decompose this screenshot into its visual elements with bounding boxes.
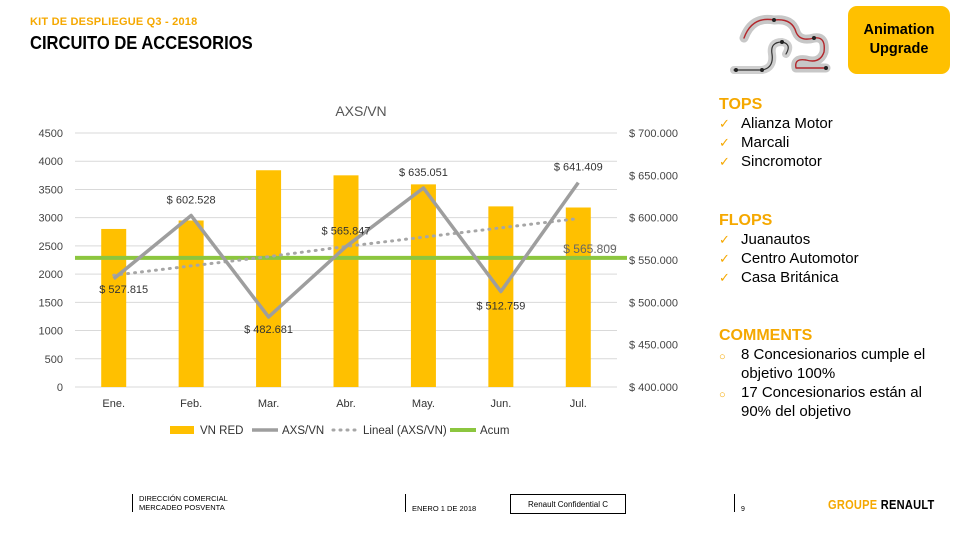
- left-tick-label: 2000: [39, 269, 63, 281]
- footer-date: ENERO 1 DE 2018: [412, 504, 477, 513]
- race-track-icon: [730, 14, 831, 74]
- circle-bullet-icon: ○: [719, 389, 726, 401]
- left-tick-label: 1500: [39, 297, 63, 309]
- data-label: $ 512.759: [476, 301, 525, 313]
- legend-label: VN RED: [200, 425, 243, 437]
- legend-item: Acum: [450, 425, 509, 437]
- list-item: ○ 8 Concesionarios cumple el objetivo 100…: [719, 346, 926, 382]
- data-label: $ 565.847: [322, 226, 371, 238]
- list-item: ✓ Juanautos: [719, 231, 811, 248]
- legend-label: AXS/VN: [282, 425, 324, 437]
- footer-divider: [132, 494, 133, 512]
- axs-vn-chart: 0 500 1000 1500 2000 2500 3000 3500 4000 4500 $ 4…: [39, 103, 678, 437]
- bar-series: [101, 170, 591, 387]
- left-tick-label: 1000: [39, 326, 63, 338]
- acum-label: $ 565.809: [563, 242, 617, 256]
- page-title: CIRCUITO DE ACCESORIOS: [30, 33, 253, 53]
- bar: [178, 220, 204, 387]
- data-label: $ 527.815: [99, 284, 148, 296]
- left-tick-label: 3000: [39, 213, 63, 225]
- badge-line-2: Upgrade: [869, 41, 929, 57]
- animation-upgrade-badge: Animation Upgrade: [848, 6, 950, 74]
- left-tick-label: 0: [57, 382, 63, 394]
- check-icon: ✓: [719, 154, 730, 169]
- legend-swatch: [170, 426, 194, 434]
- legend-item: VN RED: [170, 425, 243, 437]
- footer-department: DIRECCIÓN COMERCIAL MERCADEO POSVENTA: [139, 494, 228, 512]
- legend-label: Acum: [480, 425, 509, 437]
- x-tick-label: Abr.: [336, 398, 356, 410]
- chart-title: AXS/VN: [335, 103, 386, 119]
- left-tick-label: 4000: [39, 156, 63, 168]
- x-tick-label: Jul.: [570, 398, 587, 410]
- page-number: 9: [741, 506, 745, 513]
- kicker-title: KIT DE DESPLIEGUE Q3 - 2018: [30, 16, 198, 28]
- check-icon: ✓: [719, 251, 730, 266]
- data-labels: $ 527.815 $ 602.528 $ 482.681 $ 565.847 $ 63…: [99, 162, 617, 336]
- x-tick-label: Feb.: [180, 398, 202, 410]
- bar: [410, 184, 436, 387]
- check-icon: ✓: [719, 135, 730, 150]
- confidential-label: Renault Confidential C: [510, 494, 626, 514]
- comments-title: COMMENTS: [719, 327, 813, 344]
- data-label: $ 602.528: [167, 195, 216, 207]
- left-axis-ticks: 0 500 1000 1500 2000 2500 3000 3500 4000 4500: [39, 128, 63, 394]
- right-tick-label: $ 500.000: [629, 297, 678, 309]
- axs-line: [112, 181, 580, 319]
- data-label: $ 641.409: [554, 162, 603, 174]
- right-tick-label: $ 550.000: [629, 255, 678, 267]
- flops-title: FLOPS: [719, 212, 773, 229]
- check-icon: ✓: [719, 232, 730, 247]
- bar: [101, 228, 127, 387]
- right-tick-label: $ 600.000: [629, 213, 678, 225]
- list-item: ✓ Marcali: [719, 134, 790, 151]
- badge-line-1: Animation: [863, 22, 935, 38]
- bar: [565, 207, 591, 387]
- list-item: ✓ Alianza Motor: [719, 115, 833, 132]
- footer-divider: [405, 494, 406, 512]
- track-shape: [730, 14, 831, 74]
- left-tick-label: 3500: [39, 184, 63, 196]
- check-icon: ✓: [719, 116, 730, 131]
- list-item: ✓ Centro Automotor: [719, 250, 859, 267]
- comments-section: COMMENTS ○ 8 Concesionarios cumple el obj…: [719, 326, 954, 421]
- x-tick-label: Ene.: [102, 398, 125, 410]
- bar: [256, 170, 282, 387]
- legend-item: Lineal (AXS/VN): [331, 425, 447, 437]
- x-tick-label: May.: [412, 398, 435, 410]
- tops-title: TOPS: [719, 96, 763, 113]
- right-axis-ticks: $ 400.000 $ 450.000 $ 500.000 $ 550.000 $ 60…: [629, 128, 678, 394]
- bar: [333, 175, 359, 387]
- trend-line: [112, 217, 580, 277]
- right-tick-label: $ 450.000: [629, 340, 678, 352]
- data-label: $ 482.681: [244, 324, 293, 336]
- list-item: ✓ Casa Británica: [719, 269, 839, 286]
- left-tick-label: 4500: [39, 128, 63, 140]
- trend-series: [112, 217, 580, 277]
- left-tick-label: 500: [45, 354, 63, 366]
- right-tick-label: $ 650.000: [629, 170, 678, 182]
- check-icon: ✓: [719, 270, 730, 285]
- x-axis-labels: Ene. Feb. Mar. Abr. May. Jun. Jul.: [102, 398, 586, 410]
- data-label: $ 635.051: [399, 167, 448, 179]
- left-tick-label: 2500: [39, 241, 63, 253]
- legend: VN RED AXS/VN Lineal (AXS/VN) Acum: [170, 425, 509, 437]
- legend-item: AXS/VN: [252, 425, 324, 437]
- tops-section: TOPS ✓ Alianza Motor ✓ Marcali ✓ Sincromoto…: [719, 95, 954, 171]
- footer-divider: [734, 494, 735, 512]
- track-markers: [734, 18, 828, 72]
- x-tick-label: Mar.: [258, 398, 279, 410]
- legend-label: Lineal (AXS/VN): [363, 425, 447, 437]
- bar: [488, 206, 514, 387]
- right-tick-label: $ 700.000: [629, 128, 678, 140]
- x-tick-label: Jun.: [490, 398, 511, 410]
- flops-section: FLOPS ✓ Juanautos ✓ Centro Automotor ✓ Casa…: [719, 211, 954, 287]
- groupe-renault-logo: GROUPE RENAULT: [828, 497, 935, 512]
- line-series: [112, 181, 580, 319]
- list-item: ○ 17 Concesionarios están al 90% del obje…: [719, 384, 922, 420]
- circle-bullet-icon: ○: [719, 351, 726, 363]
- right-tick-label: $ 400.000: [629, 382, 678, 394]
- list-item: ✓ Sincromotor: [719, 153, 822, 170]
